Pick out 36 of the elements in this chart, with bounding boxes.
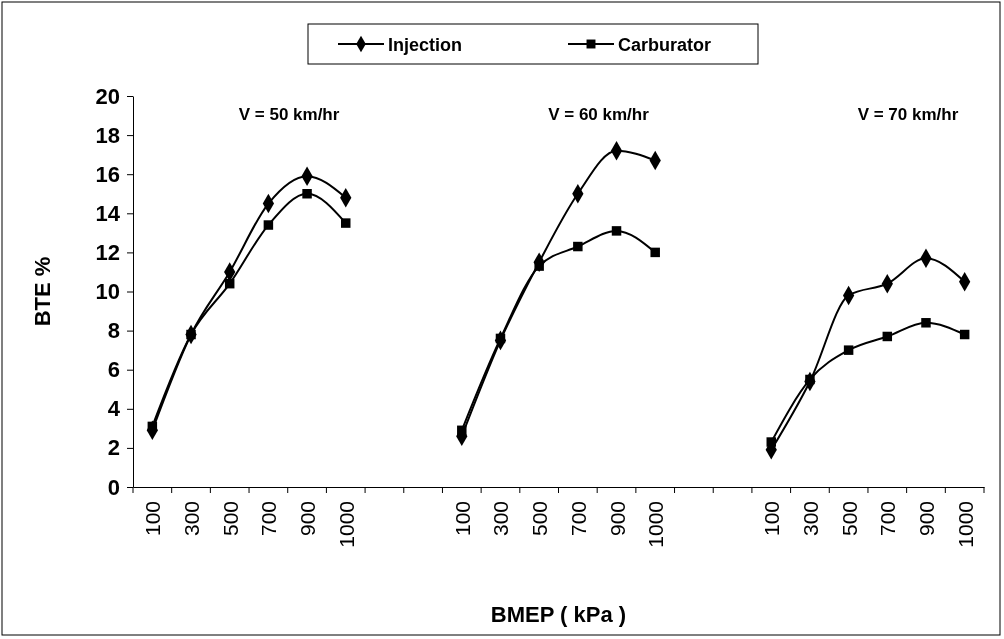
x-tick-label: 700 [257,501,281,537]
x-tick-label: 1000 [953,501,977,548]
annotation: V = 50 km/hr [238,105,340,124]
y-tick-label: 0 [107,474,120,500]
x-tick-label: 700 [876,501,900,537]
y-tick-label: 8 [107,318,120,344]
y-tick-label: 4 [107,396,121,422]
x-tick-label: 500 [837,501,861,537]
x-tick-label: 300 [489,501,513,537]
annotation: V = 70 km/hr [857,105,959,124]
y-tick-label: 6 [107,357,120,383]
x-tick-label: 900 [296,501,320,537]
x-tick-label: 300 [798,501,822,537]
x-tick-label: 100 [760,501,784,537]
y-tick-label: 16 [95,161,120,187]
legend-label: Carburator [618,35,712,55]
annotation: V = 60 km/hr [548,105,650,124]
y-tick-label: 12 [95,239,120,265]
x-axis-title: BMEP ( kPa ) [490,602,627,627]
x-tick-label: 1000 [334,501,358,548]
x-tick-label: 100 [141,501,165,537]
x-tick-label: 500 [528,501,552,537]
y-axis-title: BTE % [30,256,55,327]
y-tick-label: 14 [95,200,121,226]
x-tick-label: 300 [180,501,204,537]
x-tick-label: 900 [605,501,629,537]
y-tick-label: 10 [95,279,120,305]
y-tick-label: 18 [95,122,120,148]
x-tick-label: 500 [218,501,242,537]
legend-label: Injection [388,35,463,55]
x-tick-label: 1000 [644,501,668,548]
x-tick-label: 900 [914,501,938,537]
x-tick-label: 100 [450,501,474,537]
y-tick-label: 2 [107,435,120,461]
y-tick-label: 20 [95,83,120,109]
x-tick-label: 700 [566,501,590,537]
